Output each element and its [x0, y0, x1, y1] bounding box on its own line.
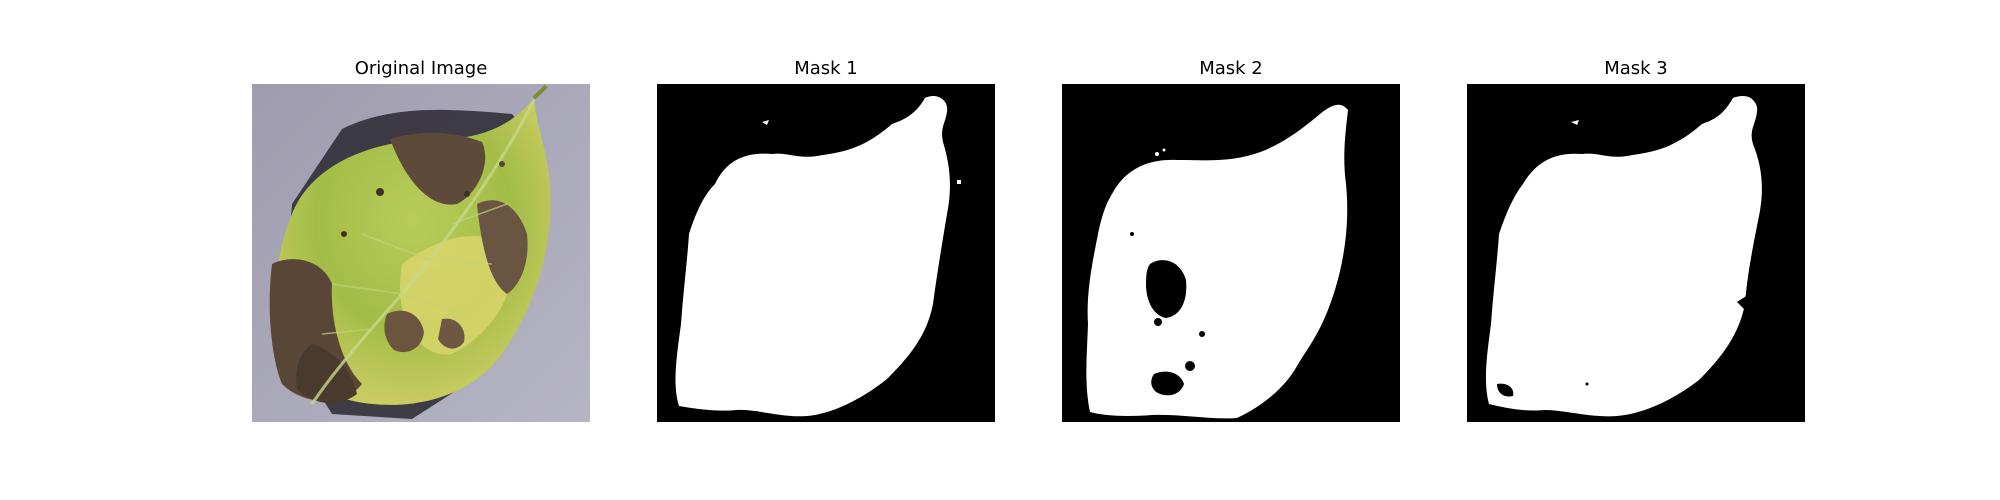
- panel-title-mask-3: Mask 3: [1604, 58, 1668, 79]
- leaf-segmentation-mask-image: [1062, 84, 1400, 422]
- mask-2-panel: [1062, 84, 1400, 422]
- panel-title-mask-2: Mask 2: [1199, 58, 1263, 79]
- mask-1-panel: [657, 84, 995, 422]
- leaf-segmentation-mask-image: [657, 84, 995, 422]
- original-image-panel: [252, 84, 590, 422]
- leaf-photo-image: [252, 84, 590, 422]
- panel-title-original-image: Original Image: [354, 58, 488, 79]
- panel-title-mask-1: Mask 1: [794, 58, 858, 79]
- mask-3-panel: [1467, 84, 1805, 422]
- leaf-segmentation-mask-image: [1467, 84, 1805, 422]
